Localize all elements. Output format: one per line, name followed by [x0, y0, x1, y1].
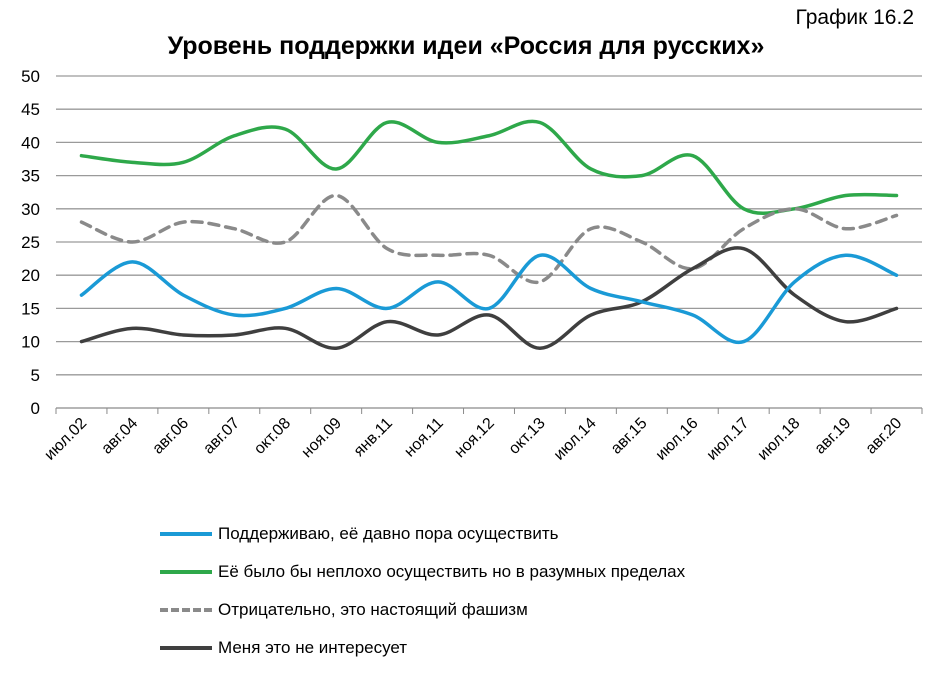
- x-tick-label: авг.15: [608, 415, 651, 458]
- legend-swatch: [160, 646, 212, 650]
- y-tick-label: 40: [21, 133, 40, 152]
- y-tick-label: 35: [21, 167, 40, 186]
- y-tick-label: 45: [21, 100, 40, 119]
- y-tick-label: 0: [31, 399, 40, 418]
- x-tick-label: авг.19: [812, 415, 855, 458]
- x-tick-label: авг.07: [200, 415, 243, 458]
- legend-label: Отрицательно, это настоящий фашизм: [218, 600, 528, 619]
- x-tick-label: июл.16: [653, 415, 702, 464]
- legend: Поддерживаю, её давно пора осуществить Её…: [160, 515, 685, 667]
- x-tick-label: янв.11: [351, 415, 396, 460]
- legend-item: Меня это не интересует: [160, 629, 685, 667]
- series-line-0: [79, 253, 899, 345]
- legend-label: Её было бы неплохо осуществить но в разу…: [218, 562, 686, 581]
- series-line-1: [79, 119, 899, 216]
- legend-swatch: [160, 532, 212, 536]
- x-tick-label: окт.08: [251, 415, 294, 458]
- legend-label: Поддерживаю, её давно пора осуществить: [218, 524, 559, 543]
- x-tick-label: ноя.09: [299, 415, 345, 461]
- x-tick-label: авг.06: [149, 415, 192, 458]
- x-tick-label: ноя.12: [451, 415, 497, 461]
- y-tick-label: 5: [31, 366, 40, 385]
- x-tick-label: авг.04: [98, 415, 141, 458]
- y-tick-label: 15: [21, 299, 40, 318]
- x-tick-label: июл.02: [41, 415, 90, 464]
- x-tick-label: июл.14: [551, 415, 600, 464]
- y-tick-label: 10: [21, 333, 40, 352]
- figure-label: График 16.2: [795, 6, 914, 29]
- legend-swatch: [160, 570, 212, 574]
- x-tick-label: ноя.11: [401, 415, 447, 461]
- y-tick-label: 50: [21, 67, 40, 86]
- x-tick-label: авг.20: [863, 415, 906, 458]
- legend-item: Её было бы неплохо осуществить но в разу…: [160, 553, 685, 591]
- legend-label: Меня это не интересует: [218, 638, 408, 657]
- y-tick-label: 20: [21, 266, 40, 285]
- x-tick-label: июл.18: [755, 415, 804, 464]
- y-tick-label: 30: [21, 200, 40, 219]
- legend-item: Поддерживаю, её давно пора осуществить: [160, 515, 685, 553]
- legend-swatch: [160, 608, 212, 612]
- series-line-3: [79, 246, 899, 350]
- chart-title: Уровень поддержки идеи «Россия для русск…: [167, 32, 765, 60]
- legend-item: Отрицательно, это настоящий фашизм: [160, 591, 685, 629]
- y-tick-label: 25: [21, 233, 40, 252]
- x-tick-label: июл.17: [704, 415, 753, 464]
- x-tick-label: окт.13: [506, 415, 549, 458]
